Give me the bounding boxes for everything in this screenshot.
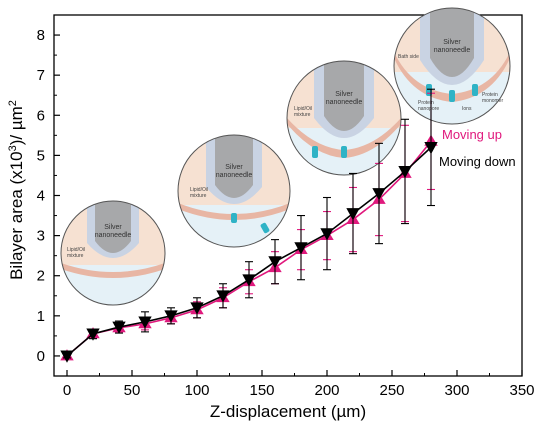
- inset-monomer-label-2: monomer: [482, 98, 503, 104]
- inset-stage-1: Silver nanoneedle Lipid/Oil mixture: [60, 200, 166, 306]
- inset-needle-label-2: nanoneedle: [216, 172, 253, 179]
- inset-lipid-label-2: mixture: [190, 193, 207, 199]
- inset-needle-label: Silver: [335, 91, 353, 98]
- y-tick-label: 0: [37, 348, 45, 365]
- y-tick-label: 3: [37, 228, 45, 245]
- y-tick-label: 2: [37, 268, 45, 285]
- x-tick-label: 100: [184, 382, 209, 399]
- inset-lipid-label-2: mixture: [67, 253, 84, 259]
- inset-needle-label-2: nanoneedle: [326, 99, 363, 106]
- y-axis-title-sup1: 3: [7, 145, 19, 151]
- inset-lipid-label: Lipid/Oil: [67, 247, 85, 253]
- inset-membrane: [61, 263, 165, 278]
- y-tick-label: 1: [37, 308, 45, 325]
- data-point: [190, 302, 204, 315]
- data-point: [86, 328, 100, 341]
- data-point: [242, 274, 256, 287]
- inset-monomer-label: Protein: [482, 92, 498, 98]
- inset-lipid-label: Lipid/Oil: [294, 106, 312, 112]
- data-point: [424, 141, 438, 155]
- x-axis-title: Z-displacement (µm): [210, 402, 366, 421]
- inset-needle-label: Silver: [443, 39, 461, 46]
- data-point: [216, 290, 230, 303]
- inset-needle-label-2: nanoneedle: [434, 47, 471, 54]
- data-point: [294, 242, 308, 255]
- x-tick-labels: 0 50 100 150 200 250 300 350: [63, 382, 535, 399]
- inset-nanopore-label-2: nanopore: [418, 106, 439, 112]
- inset-lipid-label: Lipid/Oil: [190, 187, 208, 193]
- data-point: [138, 316, 152, 329]
- data-point: [320, 228, 334, 241]
- inset-needle-label: Silver: [104, 224, 122, 231]
- y-tick-label: 5: [37, 147, 45, 164]
- data-point: [164, 310, 178, 323]
- y-tick-label: 4: [37, 188, 45, 205]
- inset-stage-4: Silver nanoneedle Bath side Protein nano…: [393, 7, 511, 125]
- data-point: [346, 208, 360, 221]
- inset-stage-3: Silver nanoneedle Lipid/Oil mixture: [286, 60, 402, 176]
- inset-lipid-label-2: mixture: [294, 112, 311, 118]
- series-1: [60, 88, 438, 363]
- y-tick-label: 6: [37, 107, 45, 124]
- data-point: [112, 321, 126, 334]
- inset-bath-side-label: Bath side: [398, 54, 419, 60]
- y-tick-labels: 0 1 2 3 4 5 6 7 8: [37, 27, 45, 365]
- x-tick-label: 150: [249, 382, 274, 399]
- data-point: [268, 256, 282, 269]
- legend-moving-up: Moving up: [442, 127, 502, 142]
- inset-needle-label: Silver: [225, 164, 243, 171]
- data-point: [60, 350, 74, 363]
- y-tick-label: 8: [37, 27, 45, 44]
- x-tick-label: 250: [379, 382, 404, 399]
- inset-protein: [231, 213, 237, 223]
- inset-protein-2: [260, 222, 270, 234]
- inset-needle: [95, 201, 131, 253]
- x-tick-label: 300: [444, 382, 469, 399]
- y-axis-title-sup2: 2: [7, 100, 19, 106]
- axis-ticks: [54, 34, 523, 376]
- inset-ions-label: Ions: [462, 106, 472, 112]
- x-tick-label: 200: [314, 382, 339, 399]
- inset-needle-label-2: nanoneedle: [95, 232, 132, 239]
- x-tick-label: 350: [509, 382, 534, 399]
- inset-nanopore-label: Protein: [418, 100, 434, 106]
- y-axis-title: Bilayer area (x103)/ µm2: [7, 100, 26, 280]
- legend-moving-down: Moving down: [439, 154, 516, 169]
- data-point: [372, 188, 386, 201]
- inset-stage-2: Silver nanoneedle Lipid/Oil mixture: [177, 134, 291, 248]
- data-point: [398, 166, 412, 179]
- y-tick-label: 7: [37, 67, 45, 84]
- x-tick-label: 0: [63, 382, 71, 399]
- x-tick-label: 50: [124, 382, 141, 399]
- series-layer: [60, 88, 438, 363]
